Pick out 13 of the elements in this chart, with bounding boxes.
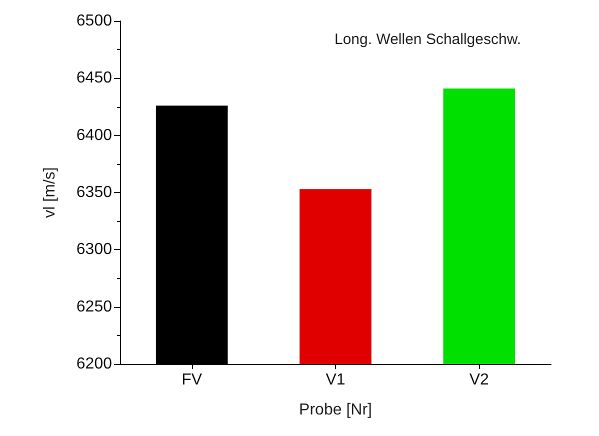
y-tick-label: 6250 [76,298,112,316]
x-axis-title: Probe [Nr] [299,402,372,418]
y-tick-label: 6200 [76,356,112,372]
y-tick-label: 6400 [76,126,112,144]
y-tick-label: 6350 [76,184,112,201]
y-tick-label: 6300 [76,241,112,258]
annotation: Long. Wellen Schallgeschw. [334,31,522,48]
x-tick-label: V2 [469,372,490,388]
x-tick-label: FV [182,372,202,388]
y-tick-label: 6500 [76,12,112,30]
x-tick-label: V1 [326,372,346,388]
y-axis-title: vl [m/s] [42,167,58,218]
y-tick-label: 6450 [76,70,112,87]
